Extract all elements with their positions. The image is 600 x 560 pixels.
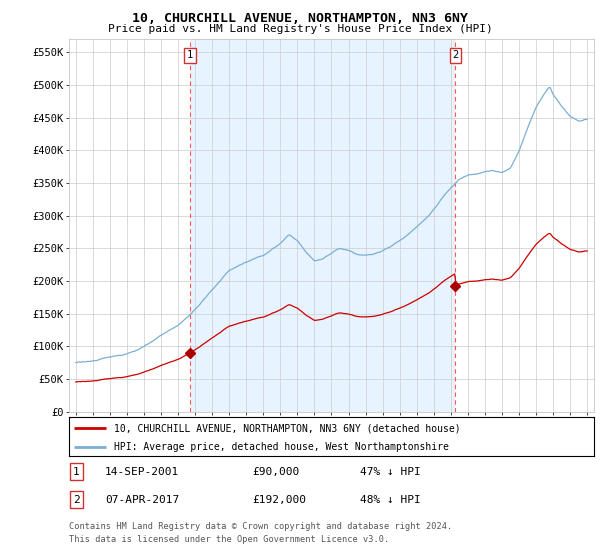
Text: 10, CHURCHILL AVENUE, NORTHAMPTON, NN3 6NY (detached house): 10, CHURCHILL AVENUE, NORTHAMPTON, NN3 6… [113, 423, 460, 433]
Text: 14-SEP-2001: 14-SEP-2001 [105, 466, 179, 477]
Text: 07-APR-2017: 07-APR-2017 [105, 494, 179, 505]
Text: 2: 2 [452, 50, 458, 60]
Text: This data is licensed under the Open Government Licence v3.0.: This data is licensed under the Open Gov… [69, 535, 389, 544]
Text: Contains HM Land Registry data © Crown copyright and database right 2024.: Contains HM Land Registry data © Crown c… [69, 522, 452, 531]
Text: £90,000: £90,000 [252, 466, 299, 477]
Text: 48% ↓ HPI: 48% ↓ HPI [360, 494, 421, 505]
Text: 47% ↓ HPI: 47% ↓ HPI [360, 466, 421, 477]
Text: Price paid vs. HM Land Registry's House Price Index (HPI): Price paid vs. HM Land Registry's House … [107, 24, 493, 34]
Text: £192,000: £192,000 [252, 494, 306, 505]
Text: 1: 1 [73, 466, 80, 477]
Text: 1: 1 [187, 50, 193, 60]
Text: 10, CHURCHILL AVENUE, NORTHAMPTON, NN3 6NY: 10, CHURCHILL AVENUE, NORTHAMPTON, NN3 6… [132, 12, 468, 25]
Text: 2: 2 [73, 494, 80, 505]
Bar [190, 39, 455, 412]
Text: HPI: Average price, detached house, West Northamptonshire: HPI: Average price, detached house, West… [113, 442, 449, 451]
